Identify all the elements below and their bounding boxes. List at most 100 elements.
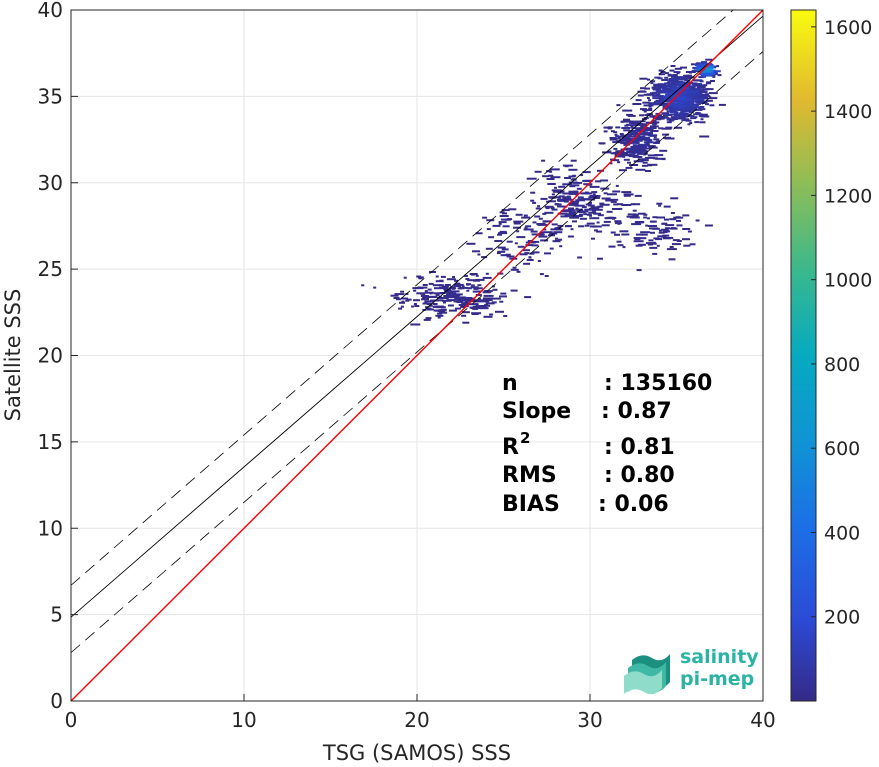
- density-cell-414: [689, 96, 694, 99]
- density-cell-1251: [458, 296, 466, 299]
- density-cell-1173: [467, 287, 472, 290]
- density-cell-508: [683, 88, 689, 91]
- density-cell-204: [661, 112, 669, 115]
- density-cell-810: [637, 158, 644, 161]
- density-cell-1059: [429, 271, 436, 273]
- density-cell-1298: [656, 202, 663, 205]
- density-cell-430: [705, 82, 711, 85]
- density-cell-1431: [523, 249, 530, 252]
- density-cell-1474: [477, 253, 481, 256]
- density-cell-55: [687, 123, 691, 126]
- density-cell-890: [544, 205, 554, 208]
- density-cell-878: [549, 168, 560, 171]
- density-cell-942: [588, 211, 597, 214]
- density-cell-1073: [449, 290, 460, 293]
- density-cell-1008: [594, 229, 598, 232]
- density-cell-503: [665, 93, 669, 96]
- y-axis-label: Satellite SSS: [1, 289, 25, 422]
- density-cell-361: [662, 84, 668, 87]
- density-cell-1234: [428, 295, 438, 298]
- density-cell-286: [683, 113, 692, 116]
- density-cell-1472: [515, 213, 523, 216]
- density-cell-95: [658, 95, 664, 97]
- density-cell-725: [658, 127, 664, 130]
- density-cell-982: [569, 216, 580, 219]
- density-cell-905: [593, 197, 600, 199]
- density-cell-857: [652, 122, 658, 125]
- density-cell-1479: [544, 211, 554, 214]
- density-cell-841: [661, 158, 666, 161]
- density-cell-518: [700, 108, 706, 111]
- density-cell-351: [674, 117, 682, 120]
- density-cell-682: [619, 133, 624, 135]
- density-cell-1448: [525, 225, 532, 228]
- density-cell-1039: [583, 213, 588, 216]
- density-cell-887: [623, 193, 634, 196]
- density-cell-772: [640, 125, 644, 128]
- density-cell-1044: [575, 193, 579, 196]
- density-cell-1238: [458, 304, 468, 306]
- density-cell-1387: [516, 230, 520, 233]
- density-cell-848: [641, 158, 646, 161]
- density-cell-870: [589, 217, 600, 220]
- density-cell-806: [656, 140, 661, 143]
- colorbar: [790, 9, 817, 702]
- density-cell-496: [680, 94, 690, 97]
- density-cell-512: [664, 106, 673, 109]
- density-cell-459: [679, 78, 688, 81]
- density-cell-1099: [390, 294, 399, 297]
- density-cell-415: [699, 91, 708, 93]
- density-cell-161: [674, 126, 683, 129]
- density-cell-444: [673, 100, 684, 102]
- density-cell-1319: [651, 227, 660, 230]
- density-cell-685: [615, 135, 620, 138]
- density-cell-1001: [586, 183, 593, 186]
- density-cell-864: [607, 150, 612, 153]
- density-cell-1055: [510, 289, 518, 292]
- density-cell-1046: [589, 214, 592, 217]
- density-cell-343: [665, 108, 669, 111]
- regression-line: [71, 15, 763, 618]
- density-cell-608: [699, 63, 710, 66]
- density-cell-931: [539, 231, 544, 234]
- density-cell-1198: [484, 299, 493, 302]
- density-cell-1299: [658, 231, 665, 234]
- density-cell-1227: [470, 307, 479, 309]
- density-cell-1256: [469, 300, 479, 303]
- density-cell-1217: [405, 299, 410, 302]
- density-cell-1408: [523, 214, 528, 217]
- density-cell-889: [530, 191, 536, 194]
- colorbar-tick-label-0: 200: [824, 607, 860, 629]
- density-cell-273: [643, 110, 647, 113]
- density-cell-1082: [446, 293, 452, 296]
- density-cell-1233: [406, 298, 412, 301]
- density-cell-779: [646, 132, 651, 135]
- density-cell-696: [651, 121, 660, 124]
- density-cell-1399: [499, 215, 509, 217]
- density-cell-230: [685, 115, 695, 118]
- density-cell-688: [623, 158, 630, 161]
- density-cell-792: [627, 114, 636, 117]
- density-cell-850: [639, 148, 646, 151]
- density-cell-1236: [477, 299, 483, 302]
- density-cell-1020: [584, 210, 589, 213]
- density-cell-628: [628, 135, 632, 138]
- density-cell-1388: [502, 225, 510, 228]
- density-cell-1413: [558, 238, 563, 241]
- density-cell-1250: [453, 287, 457, 290]
- density-cell-1147: [428, 304, 433, 307]
- density-cell-1322: [662, 222, 667, 225]
- density-cell-1153: [468, 303, 478, 306]
- density-cell-271: [682, 110, 687, 113]
- y-tick-label-7: 35: [38, 84, 63, 108]
- density-cell-829: [622, 136, 631, 139]
- density-cell-1085: [439, 297, 449, 299]
- density-cell-1475: [486, 228, 491, 231]
- density-cell-710: [631, 124, 636, 127]
- density-cell-1435: [514, 242, 518, 245]
- density-cell-1208: [466, 283, 470, 286]
- density-cell-440: [698, 95, 708, 98]
- density-cell-1177: [452, 276, 455, 278]
- density-cell-1188: [453, 293, 463, 296]
- density-cell-956: [591, 237, 595, 240]
